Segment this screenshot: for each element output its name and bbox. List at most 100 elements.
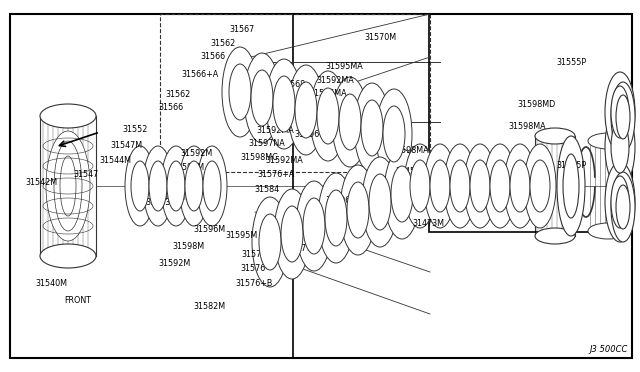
Ellipse shape: [361, 100, 383, 156]
Text: 31552: 31552: [123, 125, 148, 134]
Text: 31597N: 31597N: [163, 178, 195, 187]
Ellipse shape: [510, 160, 530, 212]
Text: 31576: 31576: [240, 264, 265, 273]
Text: 31566: 31566: [159, 103, 184, 112]
Ellipse shape: [563, 154, 579, 218]
Ellipse shape: [424, 144, 456, 228]
Text: 31570M: 31570M: [365, 33, 397, 42]
Ellipse shape: [222, 47, 258, 137]
Ellipse shape: [274, 189, 310, 279]
Ellipse shape: [179, 146, 209, 226]
Text: 31592MA: 31592MA: [266, 156, 303, 165]
Ellipse shape: [616, 185, 630, 229]
Ellipse shape: [197, 146, 227, 226]
Text: 31577M: 31577M: [287, 244, 319, 253]
Text: FRONT: FRONT: [64, 296, 91, 305]
Bar: [160, 14, 430, 172]
Text: 31542M: 31542M: [26, 178, 58, 187]
Text: 31473M: 31473M: [413, 219, 445, 228]
Text: 31596MA: 31596MA: [294, 130, 332, 139]
Text: 31595M: 31595M: [225, 231, 257, 240]
Ellipse shape: [303, 198, 325, 254]
Ellipse shape: [252, 197, 288, 287]
Ellipse shape: [611, 82, 635, 152]
Text: J3 500CC: J3 500CC: [589, 345, 628, 354]
Ellipse shape: [149, 161, 167, 211]
Ellipse shape: [281, 206, 303, 262]
Ellipse shape: [296, 181, 332, 271]
Ellipse shape: [470, 160, 490, 212]
Text: 31582M: 31582M: [193, 302, 225, 311]
Ellipse shape: [317, 88, 339, 144]
Ellipse shape: [611, 121, 629, 173]
Text: 31455: 31455: [396, 167, 420, 176]
Ellipse shape: [273, 76, 295, 132]
Ellipse shape: [203, 161, 221, 211]
Text: 31595MA: 31595MA: [325, 62, 363, 71]
Ellipse shape: [244, 53, 280, 143]
Bar: [429, 14, 632, 232]
Text: 31562: 31562: [165, 90, 190, 99]
Ellipse shape: [464, 144, 496, 228]
Ellipse shape: [46, 131, 90, 241]
Ellipse shape: [318, 173, 354, 263]
Text: 31566+A: 31566+A: [181, 70, 218, 79]
Text: 31596M: 31596M: [193, 225, 225, 234]
Text: 31555P: 31555P: [557, 161, 587, 170]
Ellipse shape: [295, 82, 317, 138]
Text: 31592M: 31592M: [180, 149, 212, 158]
Text: 31567: 31567: [229, 25, 255, 33]
Ellipse shape: [259, 214, 281, 270]
Text: 31555P: 31555P: [557, 58, 587, 67]
Ellipse shape: [530, 160, 550, 212]
Ellipse shape: [535, 128, 575, 144]
Text: 31598MC: 31598MC: [241, 153, 278, 162]
Text: 31547: 31547: [74, 170, 99, 179]
Ellipse shape: [369, 174, 391, 230]
Ellipse shape: [504, 144, 536, 228]
Ellipse shape: [40, 104, 96, 128]
Ellipse shape: [347, 182, 369, 238]
Ellipse shape: [167, 161, 185, 211]
Text: 31576+B: 31576+B: [236, 279, 273, 288]
Ellipse shape: [185, 161, 203, 211]
Text: 31562: 31562: [210, 39, 236, 48]
Ellipse shape: [535, 228, 575, 244]
Ellipse shape: [444, 144, 476, 228]
Ellipse shape: [40, 244, 96, 268]
Text: 31571M: 31571M: [291, 228, 323, 237]
Ellipse shape: [616, 95, 630, 139]
Text: 31544M: 31544M: [99, 156, 131, 165]
Text: 31598MA: 31598MA: [509, 122, 547, 131]
Text: 31592MA: 31592MA: [256, 126, 294, 135]
Ellipse shape: [362, 157, 398, 247]
Ellipse shape: [340, 165, 376, 255]
Text: 31596M: 31596M: [173, 163, 205, 172]
Ellipse shape: [588, 223, 628, 239]
Ellipse shape: [266, 59, 302, 149]
Text: 31540M: 31540M: [35, 279, 67, 288]
Ellipse shape: [605, 162, 635, 242]
Ellipse shape: [325, 190, 347, 246]
Ellipse shape: [161, 146, 191, 226]
Text: 31584: 31584: [255, 185, 280, 194]
Ellipse shape: [383, 106, 405, 162]
Ellipse shape: [410, 160, 430, 212]
Ellipse shape: [611, 86, 629, 138]
Ellipse shape: [131, 161, 149, 211]
Ellipse shape: [588, 133, 628, 149]
Ellipse shape: [354, 83, 390, 173]
Text: 31547M: 31547M: [111, 141, 143, 150]
Ellipse shape: [288, 65, 324, 155]
Ellipse shape: [376, 89, 412, 179]
Ellipse shape: [484, 144, 516, 228]
Bar: [293, 14, 632, 358]
Ellipse shape: [229, 64, 251, 120]
Text: 31523: 31523: [146, 198, 171, 207]
Ellipse shape: [310, 71, 346, 161]
Ellipse shape: [251, 70, 273, 126]
Text: 31598MD: 31598MD: [517, 100, 556, 109]
Ellipse shape: [611, 176, 629, 228]
Text: 31597NA: 31597NA: [248, 140, 285, 148]
Text: 31575: 31575: [242, 250, 268, 259]
